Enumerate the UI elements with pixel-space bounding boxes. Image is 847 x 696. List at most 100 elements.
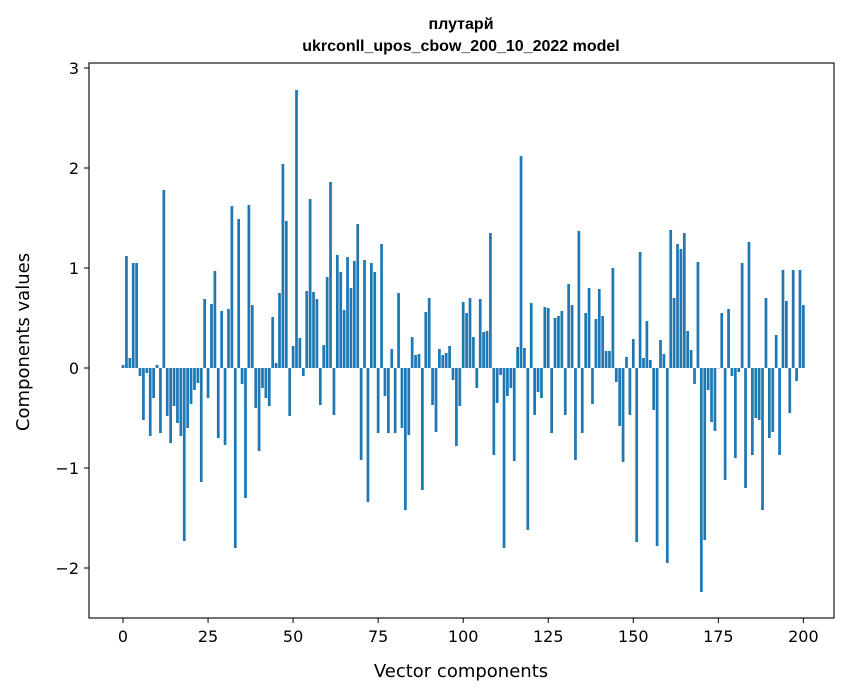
bar-113 [506, 368, 509, 396]
bar-111 [499, 368, 502, 375]
bar-64 [339, 272, 343, 368]
x-tick-label: 0 [118, 627, 128, 646]
bar-115 [512, 368, 516, 461]
bar-196 [788, 368, 792, 413]
bar-192 [774, 335, 778, 368]
bar-195 [785, 301, 788, 368]
bar-7 [145, 368, 149, 373]
bar-181 [737, 368, 741, 372]
bar-92 [434, 368, 438, 432]
bar-77 [383, 368, 387, 396]
bar-125 [546, 308, 550, 368]
bar-19 [186, 368, 190, 428]
bar-197 [791, 270, 795, 368]
bar-123 [540, 368, 543, 398]
bar-44 [271, 317, 275, 368]
bar-48 [284, 221, 288, 368]
bar-110 [495, 368, 499, 403]
bar-59 [322, 345, 326, 368]
bar-107 [485, 331, 489, 368]
bar-67 [349, 288, 353, 368]
bar-106 [482, 332, 485, 368]
bar-148 [625, 357, 628, 368]
bar-141 [601, 316, 605, 368]
x-axis-label: Vector components [374, 661, 548, 682]
bar-182 [740, 263, 744, 368]
bar-9 [152, 368, 155, 398]
bar-93 [438, 349, 441, 368]
bar-176 [720, 313, 724, 368]
bar-152 [638, 252, 642, 368]
bar-179 [730, 368, 734, 376]
bar-155 [648, 360, 652, 368]
bar-163 [676, 244, 679, 368]
bar-137 [587, 288, 591, 368]
bar-30 [223, 368, 227, 445]
bar-60 [325, 277, 329, 368]
bar-180 [733, 368, 737, 458]
y-tick-label: 1 [69, 259, 79, 278]
bar-126 [550, 368, 554, 433]
bar-103 [472, 337, 475, 368]
bar-27 [213, 271, 217, 368]
bar-51 [295, 90, 298, 368]
bar-159 [662, 354, 666, 368]
bar-65 [342, 310, 346, 368]
bar-95 [444, 353, 448, 368]
bar-96 [448, 346, 451, 368]
bar-146 [618, 368, 622, 426]
bar-158 [659, 340, 662, 368]
bar-86 [414, 355, 417, 368]
bar-104 [475, 368, 479, 388]
bar-117 [519, 156, 523, 368]
bar-62 [332, 368, 336, 415]
bar-79 [390, 349, 394, 368]
bar-66 [346, 257, 349, 368]
bar-57 [315, 299, 319, 368]
bar-127 [553, 318, 557, 368]
bar-16 [176, 368, 179, 423]
bar-194 [781, 270, 785, 368]
bar-102 [468, 298, 472, 368]
x-tick-label: 125 [533, 627, 564, 646]
bar-25 [206, 368, 210, 398]
bar-74 [373, 272, 377, 368]
bar-91 [431, 368, 434, 405]
bar-100 [461, 302, 465, 368]
bar-76 [380, 244, 383, 368]
bar-101 [465, 313, 468, 368]
bar-17 [179, 368, 183, 436]
y-axis-ticks: −2 −1 0 1 2 3 [55, 59, 89, 578]
bar-170 [699, 368, 703, 592]
bar-85 [410, 337, 414, 368]
bar-109 [492, 368, 496, 455]
bar-33 [233, 368, 237, 548]
bar-133 [574, 368, 577, 460]
bar-72 [366, 368, 370, 502]
bar-168 [693, 368, 696, 384]
bar-50 [291, 346, 295, 368]
bar-135 [580, 368, 584, 433]
bar-37 [247, 205, 251, 368]
bar-149 [628, 368, 632, 415]
bar-42 [264, 368, 268, 398]
bar-90 [427, 298, 431, 368]
bar-171 [703, 368, 707, 540]
bar-116 [516, 347, 519, 368]
bar-6 [142, 368, 145, 420]
x-tick-label: 100 [448, 627, 479, 646]
bar-5 [138, 368, 142, 376]
bar-187 [757, 368, 761, 420]
bar-119 [526, 368, 530, 530]
x-tick-label: 75 [368, 627, 388, 646]
bar-10 [155, 365, 159, 368]
bar-11 [159, 368, 162, 433]
bar-154 [645, 321, 649, 368]
x-tick-label: 25 [198, 627, 218, 646]
bar-69 [356, 224, 360, 368]
bar-136 [584, 313, 588, 368]
bar-21 [193, 368, 196, 390]
bar-75 [376, 368, 380, 433]
bar-132 [570, 305, 574, 368]
